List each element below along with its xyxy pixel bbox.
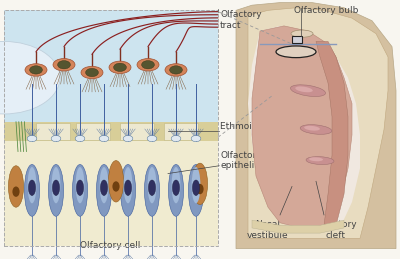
Text: Olfactory
epithelium: Olfactory epithelium [220,151,269,170]
Bar [4,122,218,141]
Ellipse shape [148,167,156,203]
Ellipse shape [309,157,323,161]
Ellipse shape [109,61,131,74]
Ellipse shape [168,164,184,216]
Ellipse shape [304,126,320,131]
Circle shape [51,135,61,142]
FancyBboxPatch shape [292,36,302,43]
Ellipse shape [295,87,313,92]
Ellipse shape [100,167,108,203]
Circle shape [58,61,70,69]
Polygon shape [252,220,344,233]
Ellipse shape [24,164,40,216]
Ellipse shape [306,157,334,164]
Text: Nasal
vestibule: Nasal vestibule [247,220,289,240]
Text: Olfactory
cleft: Olfactory cleft [315,220,357,240]
Circle shape [147,135,157,142]
Bar [4,140,218,246]
Ellipse shape [196,184,204,194]
Circle shape [171,135,181,142]
Ellipse shape [144,164,160,216]
Polygon shape [236,3,396,249]
Ellipse shape [291,30,313,37]
Ellipse shape [165,64,187,76]
Circle shape [86,68,98,77]
Text: Olfactory bulb: Olfactory bulb [294,6,358,16]
Circle shape [75,135,85,142]
Ellipse shape [137,59,159,71]
Polygon shape [248,8,388,238]
Ellipse shape [192,180,200,196]
Ellipse shape [96,164,112,216]
FancyBboxPatch shape [120,123,154,140]
Polygon shape [316,41,348,225]
Circle shape [114,63,126,71]
Circle shape [30,66,42,74]
Ellipse shape [48,164,64,216]
Ellipse shape [53,59,75,71]
Ellipse shape [124,167,132,203]
Ellipse shape [52,167,60,203]
Circle shape [170,66,182,74]
Ellipse shape [100,180,108,196]
Circle shape [27,135,37,142]
Ellipse shape [188,164,204,216]
Ellipse shape [108,161,124,202]
Ellipse shape [172,167,180,203]
Ellipse shape [192,167,200,203]
FancyBboxPatch shape [76,123,110,140]
Circle shape [191,135,201,142]
Text: Olfactory
tract: Olfactory tract [220,10,262,30]
Ellipse shape [148,180,156,196]
Ellipse shape [120,164,136,216]
FancyBboxPatch shape [36,123,70,140]
Circle shape [0,41,60,114]
Ellipse shape [72,164,88,216]
Ellipse shape [124,180,132,196]
Ellipse shape [76,180,84,196]
Ellipse shape [290,85,326,97]
Ellipse shape [112,181,120,192]
Ellipse shape [300,125,332,134]
Ellipse shape [28,180,36,196]
Ellipse shape [172,180,180,196]
Ellipse shape [28,167,36,203]
Ellipse shape [192,163,208,205]
Polygon shape [248,26,360,228]
Text: Olfactory cell: Olfactory cell [80,241,140,250]
FancyBboxPatch shape [164,123,198,140]
Circle shape [99,135,109,142]
Text: Ethmoid bone: Ethmoid bone [220,123,283,131]
Bar [4,10,218,246]
Ellipse shape [76,167,84,203]
Circle shape [142,61,154,69]
Ellipse shape [81,66,103,79]
Ellipse shape [25,64,47,76]
Ellipse shape [12,186,20,197]
Ellipse shape [276,46,316,58]
Polygon shape [252,26,352,228]
Circle shape [123,135,133,142]
Ellipse shape [8,166,24,207]
Bar [4,10,218,140]
Ellipse shape [52,180,60,196]
